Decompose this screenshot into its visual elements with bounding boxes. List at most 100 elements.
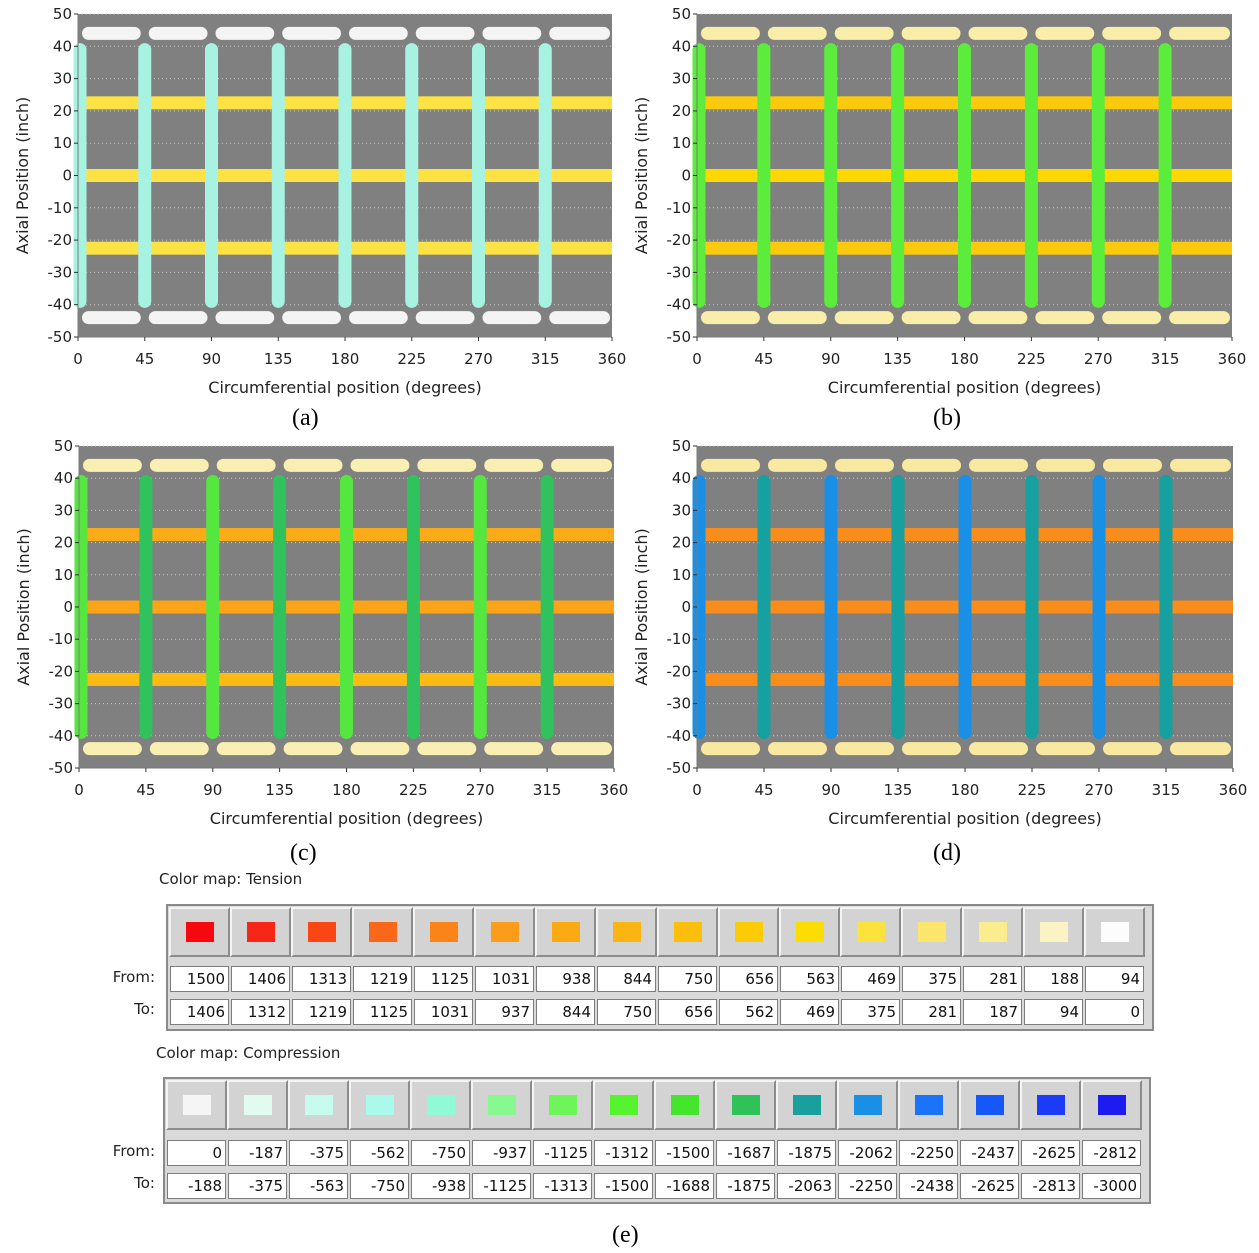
- tension_map-to-value: 0: [1085, 999, 1144, 1025]
- tension_map-swatch: [734, 922, 763, 942]
- tension_map-swatch: [429, 922, 458, 942]
- hoop-segment: [482, 26, 542, 40]
- tension_map-swatch: [1039, 922, 1068, 942]
- tension_map-swatch: [917, 922, 946, 942]
- tension_map-from-value: 1031: [475, 966, 534, 992]
- compression_map-swatch-cell: [654, 1080, 715, 1130]
- x-tick-label: 45: [754, 350, 773, 368]
- tension_map-swatch-cell: [474, 907, 535, 957]
- hoop-segment: [1169, 26, 1230, 40]
- y-tick-label: 20: [53, 102, 72, 120]
- compression_map-swatch-cell: [898, 1080, 959, 1130]
- compression_map-swatch-cell: [227, 1080, 288, 1130]
- stiffener-band: [692, 43, 706, 308]
- y-tick-label: 0: [681, 167, 691, 185]
- hoop-segment: [701, 311, 760, 325]
- hoop-segment: [350, 458, 410, 472]
- x-tick-label: 180: [332, 781, 361, 799]
- y-tick-label: -10: [49, 630, 74, 648]
- hoop-segment: [148, 26, 208, 40]
- y-tick-label: 30: [53, 70, 72, 88]
- compression_map-swatch-cell: [166, 1080, 227, 1130]
- x-tick-label: 270: [1085, 781, 1114, 799]
- hoop-segment: [216, 458, 276, 472]
- hoop-segment: [767, 26, 827, 40]
- tension_map-to-value: 281: [902, 999, 961, 1025]
- tension_map-to-value: 562: [719, 999, 778, 1025]
- compression_map-from-value: -375: [289, 1140, 348, 1166]
- hoop-segment: [1035, 26, 1095, 40]
- compression_map-swatch-cell: [410, 1080, 471, 1130]
- compression-to-row: -188 -375 -563 -750 -938 -1125 -1313 -1500 -1688…: [167, 1173, 1143, 1199]
- hoop-segment: [1102, 26, 1162, 40]
- compression_map-from-value: -1687: [716, 1140, 775, 1166]
- stiffener-band: [1159, 474, 1173, 740]
- y-tick-label: 10: [54, 566, 73, 584]
- hoop-segment: [701, 458, 760, 472]
- tension_map-from-value: 281: [963, 966, 1022, 992]
- tension_map-from-value: 1500: [170, 966, 229, 992]
- chart-panel-a: 50 40 30 20 10 0 -10 -20 -30 -40 -50 0 45 90 135 180 225…: [0, 0, 630, 400]
- stiffener-band: [139, 474, 153, 740]
- y-tick-label: -20: [667, 231, 692, 249]
- hoop-segment: [1170, 458, 1231, 472]
- stiffener-band: [473, 474, 487, 740]
- hoop-segment: [83, 458, 142, 472]
- tension_map-to-value: 1219: [292, 999, 351, 1025]
- stiffener-band: [205, 43, 218, 308]
- compression_map-swatch: [792, 1095, 821, 1115]
- y-tick-label: -30: [48, 263, 73, 281]
- compression_map-swatch: [426, 1095, 455, 1115]
- hoop-segment: [549, 311, 610, 325]
- x-tick-label: 315: [1151, 350, 1180, 368]
- compression_map-swatch: [609, 1095, 638, 1115]
- chart-panel-c: 50 40 30 20 10 0 -10 -20 -30 -40 -50 0 45 90 135 180 225…: [0, 432, 630, 832]
- tension_map-from-value: 656: [719, 966, 778, 992]
- hoop-segment: [701, 742, 760, 756]
- hoop-segment: [82, 26, 141, 40]
- tension_map-swatch: [307, 922, 336, 942]
- hoop-segment: [969, 742, 1028, 756]
- compression_map-swatch-cell: [776, 1080, 837, 1130]
- compression_map-from-value: -2437: [960, 1140, 1019, 1166]
- hoop-segment: [482, 311, 542, 325]
- stiffener-band: [692, 474, 706, 740]
- x-tick-label: 270: [466, 781, 495, 799]
- tension_map-from-value: 938: [536, 966, 595, 992]
- x-tick-label: 270: [1084, 350, 1113, 368]
- caption-e: (e): [612, 1222, 639, 1248]
- compression_map-from-value: -937: [472, 1140, 531, 1166]
- tension_map-swatch: [551, 922, 580, 942]
- x-tick-label: 135: [883, 350, 912, 368]
- y-tick-label: -20: [49, 662, 74, 680]
- compression_map-swatch-cell: [715, 1080, 776, 1130]
- x-tick-label: 360: [598, 350, 627, 368]
- x-axis-title: Circumferential position (degrees): [828, 378, 1101, 397]
- y-tick-label: 40: [54, 469, 73, 487]
- tension_map-swatch-cell: [535, 907, 596, 957]
- tension_map-swatch-cell: [596, 907, 657, 957]
- tension-from-row: 1500 1406 1313 1219 1125 1031 938 844 750 656 563 4…: [170, 966, 1146, 992]
- tension_map-swatch-cell: [962, 907, 1023, 957]
- y-axis-title: Axial Position (inch): [13, 97, 32, 255]
- y-tick-label: -10: [667, 630, 692, 648]
- y-tick-label: 50: [54, 437, 73, 455]
- compression-map-title: Color map: Compression: [156, 1044, 341, 1062]
- compression_map-from-value: 0: [167, 1140, 226, 1166]
- x-tick-label: 0: [74, 781, 84, 799]
- compression_map-swatch: [853, 1095, 882, 1115]
- hoop-segment: [902, 742, 961, 756]
- stiffener-band: [73, 43, 87, 308]
- tension_map-to-value: 375: [841, 999, 900, 1025]
- x-tick-label: 225: [397, 350, 426, 368]
- tension_map-from-value: 844: [597, 966, 656, 992]
- y-tick-label: -40: [667, 727, 692, 745]
- stiffener-band: [406, 474, 420, 740]
- compression_map-swatch: [1036, 1095, 1065, 1115]
- y-tick-label: 0: [62, 167, 72, 185]
- y-tick-label: -20: [667, 662, 692, 680]
- compression_map-from-value: -750: [411, 1140, 470, 1166]
- hoop-segment: [149, 458, 209, 472]
